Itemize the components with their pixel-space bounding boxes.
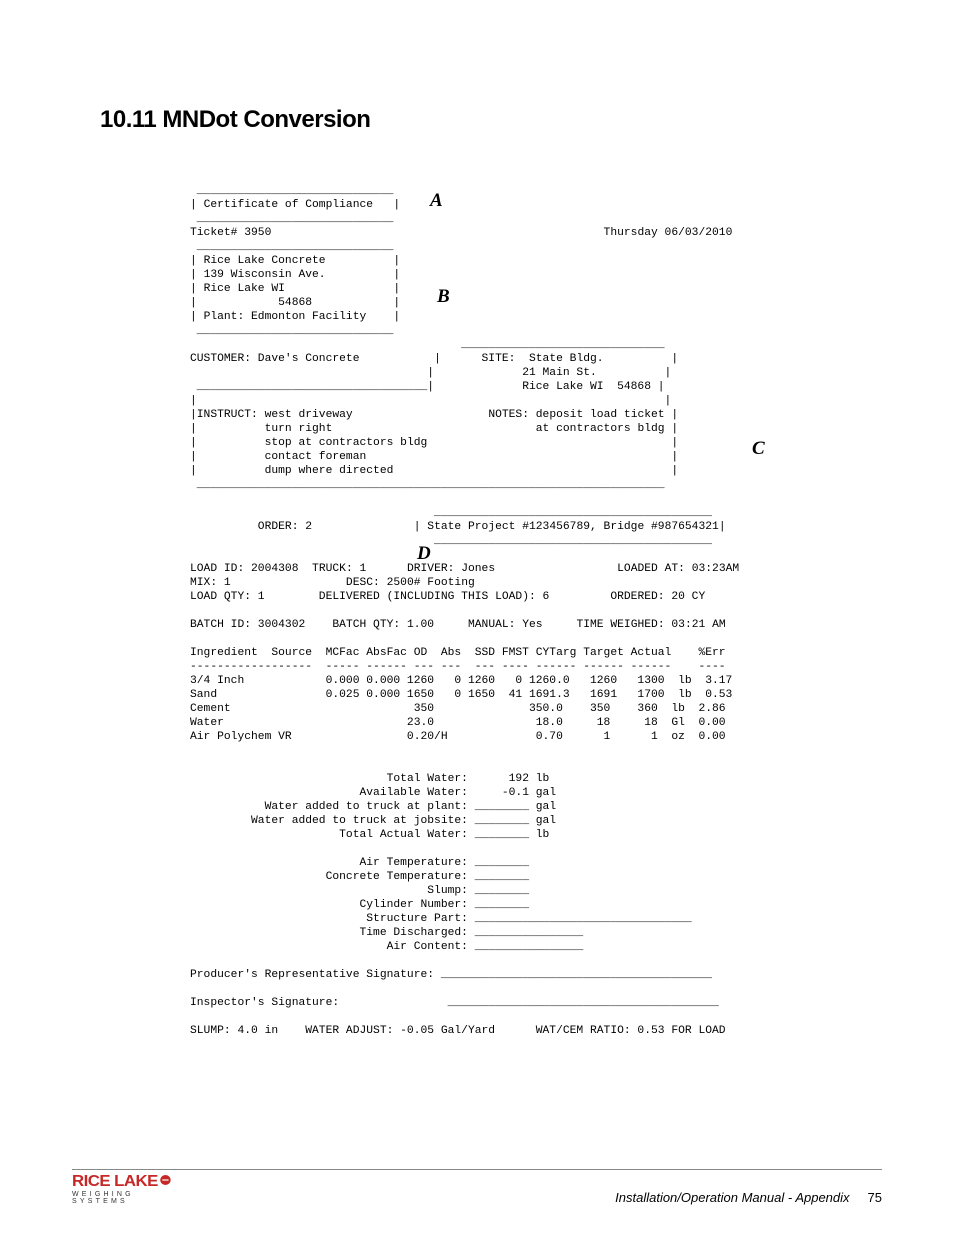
blank8a: ________________________________ xyxy=(475,913,692,925)
notes1: deposit load ticket xyxy=(536,409,665,421)
page-number: 75 xyxy=(868,1190,882,1205)
load-id: 2004308 xyxy=(251,563,298,575)
driver: Jones xyxy=(461,563,495,575)
blank7: ________ xyxy=(475,899,529,911)
notes2: at contractors bldg xyxy=(536,423,665,435)
section-heading: 10.11 MNDot Conversion xyxy=(100,106,370,134)
site1: State Bldg. xyxy=(529,353,604,365)
ing-row-1: 3/4 Inch 0.000 0.000 1260 0 1260 0 1260.… xyxy=(190,675,732,687)
blank4: ________ xyxy=(475,857,529,869)
delivered: 6 xyxy=(543,591,550,603)
blank5: ________ xyxy=(475,871,529,883)
footer-text: Installation/Operation Manual - Appendix… xyxy=(615,1190,882,1205)
cyl-no-lbl: Cylinder Number: xyxy=(359,899,467,911)
total-water-lbl: Total Water: xyxy=(387,773,468,785)
total-actual-lbl: Total Actual Water: xyxy=(339,829,468,841)
ing-row-3: Cement 350 350.0 350 360 lb 2.86 xyxy=(190,703,726,715)
site2: 21 Main St. xyxy=(522,367,597,379)
added-site-lbl: Water added to truck at jobsite: xyxy=(251,815,468,827)
blank9: ________________ xyxy=(475,927,583,939)
instruct3: stop at contractors bldg xyxy=(265,437,428,449)
blank10: ________________ xyxy=(475,941,583,953)
blank11: ________________________________________ xyxy=(441,969,712,981)
blank1: ________ xyxy=(475,801,529,813)
instruct5: dump where directed xyxy=(265,465,394,477)
mix: 1 xyxy=(224,577,231,589)
blank12: ________________________________________ xyxy=(448,997,719,1009)
footer-manual-label: Installation/Operation Manual - Appendix xyxy=(615,1190,849,1205)
instruct2: turn right xyxy=(265,423,333,435)
instruct-label: INSTRUCT: xyxy=(197,409,258,421)
loaded-at: 03:23AM xyxy=(692,563,739,575)
struct-part-lbl: Structure Part: xyxy=(366,913,468,925)
prod-sig-lbl: Producer's Representative Signature: xyxy=(190,969,434,981)
plant: Plant: Edmonton Facility xyxy=(204,311,367,323)
address: 139 Wisconsin Ave. xyxy=(204,269,326,281)
ing-row-2: Sand 0.025 0.000 1650 0 1650 41 1691.3 1… xyxy=(190,689,732,701)
date: Thursday 06/03/2010 xyxy=(604,227,733,239)
city: Rice Lake WI xyxy=(204,283,285,295)
customer: Dave's Concrete xyxy=(258,353,360,365)
manual: Yes xyxy=(522,619,542,631)
page-footer: RICE LAKE WEIGHING SYSTEMS Installation/… xyxy=(0,1169,954,1205)
marker-c: C xyxy=(752,438,765,460)
site3: Rice Lake WI 54868 xyxy=(522,381,651,393)
ing-header: Ingredient Source MCFac AbsFac OD Abs SS… xyxy=(190,647,726,659)
notes-label: NOTES: xyxy=(488,409,529,421)
order-label: ORDER: xyxy=(258,521,299,533)
blank2: ________ xyxy=(475,815,529,827)
instruct4: contact foreman xyxy=(265,451,367,463)
batch-qty: 1.00 xyxy=(407,619,434,631)
total-water-val: 192 lb xyxy=(509,773,550,785)
bottom-summary: SLUMP: 4.0 in WATER ADJUST: -0.05 Gal/Ya… xyxy=(190,1025,726,1037)
desc: 2500# Footing xyxy=(387,577,475,589)
zip: 54868 xyxy=(278,297,312,309)
added-plant-unit: gal xyxy=(536,801,556,813)
blank3: ________ xyxy=(475,829,529,841)
order: 2 xyxy=(305,521,312,533)
air-temp-lbl: Air Temperature: xyxy=(359,857,467,869)
time-disc-lbl: Time Discharged: xyxy=(359,927,467,939)
added-plant-lbl: Water added to truck at plant: xyxy=(265,801,468,813)
air-content-lbl: Air Content: xyxy=(387,941,468,953)
added-site-unit: gal xyxy=(536,815,556,827)
ticket-no: Ticket# 3950 xyxy=(190,227,271,239)
ticket-body: _____________________________ | Certific… xyxy=(190,170,739,1038)
batch-id: 3004302 xyxy=(258,619,305,631)
conc-temp-lbl: Concrete Temperature: xyxy=(326,871,468,883)
avail-water-lbl: Available Water: xyxy=(359,787,467,799)
insp-sig-lbl: Inspector's Signature: xyxy=(190,997,339,1009)
project: State Project #123456789, Bridge #987654… xyxy=(427,521,719,533)
avail-water-val: -0.1 gal xyxy=(502,787,556,799)
instruct1: west driveway xyxy=(265,409,353,421)
site-label: SITE: xyxy=(482,353,516,365)
blank6: ________ xyxy=(475,885,529,897)
ing-row-5: Air Polychem VR 0.20/H 0.70 1 1 oz 0.00 xyxy=(190,731,726,743)
logo-bottom-text: WEIGHING SYSTEMS xyxy=(72,1191,182,1205)
cert-label: Certificate of Compliance xyxy=(204,199,373,211)
company: Rice Lake Concrete xyxy=(204,255,326,267)
ordered: 20 CY xyxy=(671,591,705,603)
load-qty: 1 xyxy=(258,591,265,603)
logo-icon xyxy=(159,1174,172,1190)
total-actual-unit: lb xyxy=(536,829,550,841)
rice-lake-logo: RICE LAKE WEIGHING SYSTEMS xyxy=(72,1174,182,1205)
time-weighed: 03:21 AM xyxy=(671,619,725,631)
ing-row-4: Water 23.0 18.0 18 18 Gl 0.00 xyxy=(190,717,726,729)
logo-top-text: RICE LAKE xyxy=(72,1173,158,1190)
truck: 1 xyxy=(360,563,367,575)
slump-field-lbl: Slump: xyxy=(427,885,468,897)
customer-label: CUSTOMER: xyxy=(190,353,251,365)
ing-dashes: ------------------ ----- ------ --- --- … xyxy=(190,661,726,673)
footer-divider xyxy=(72,1169,882,1170)
